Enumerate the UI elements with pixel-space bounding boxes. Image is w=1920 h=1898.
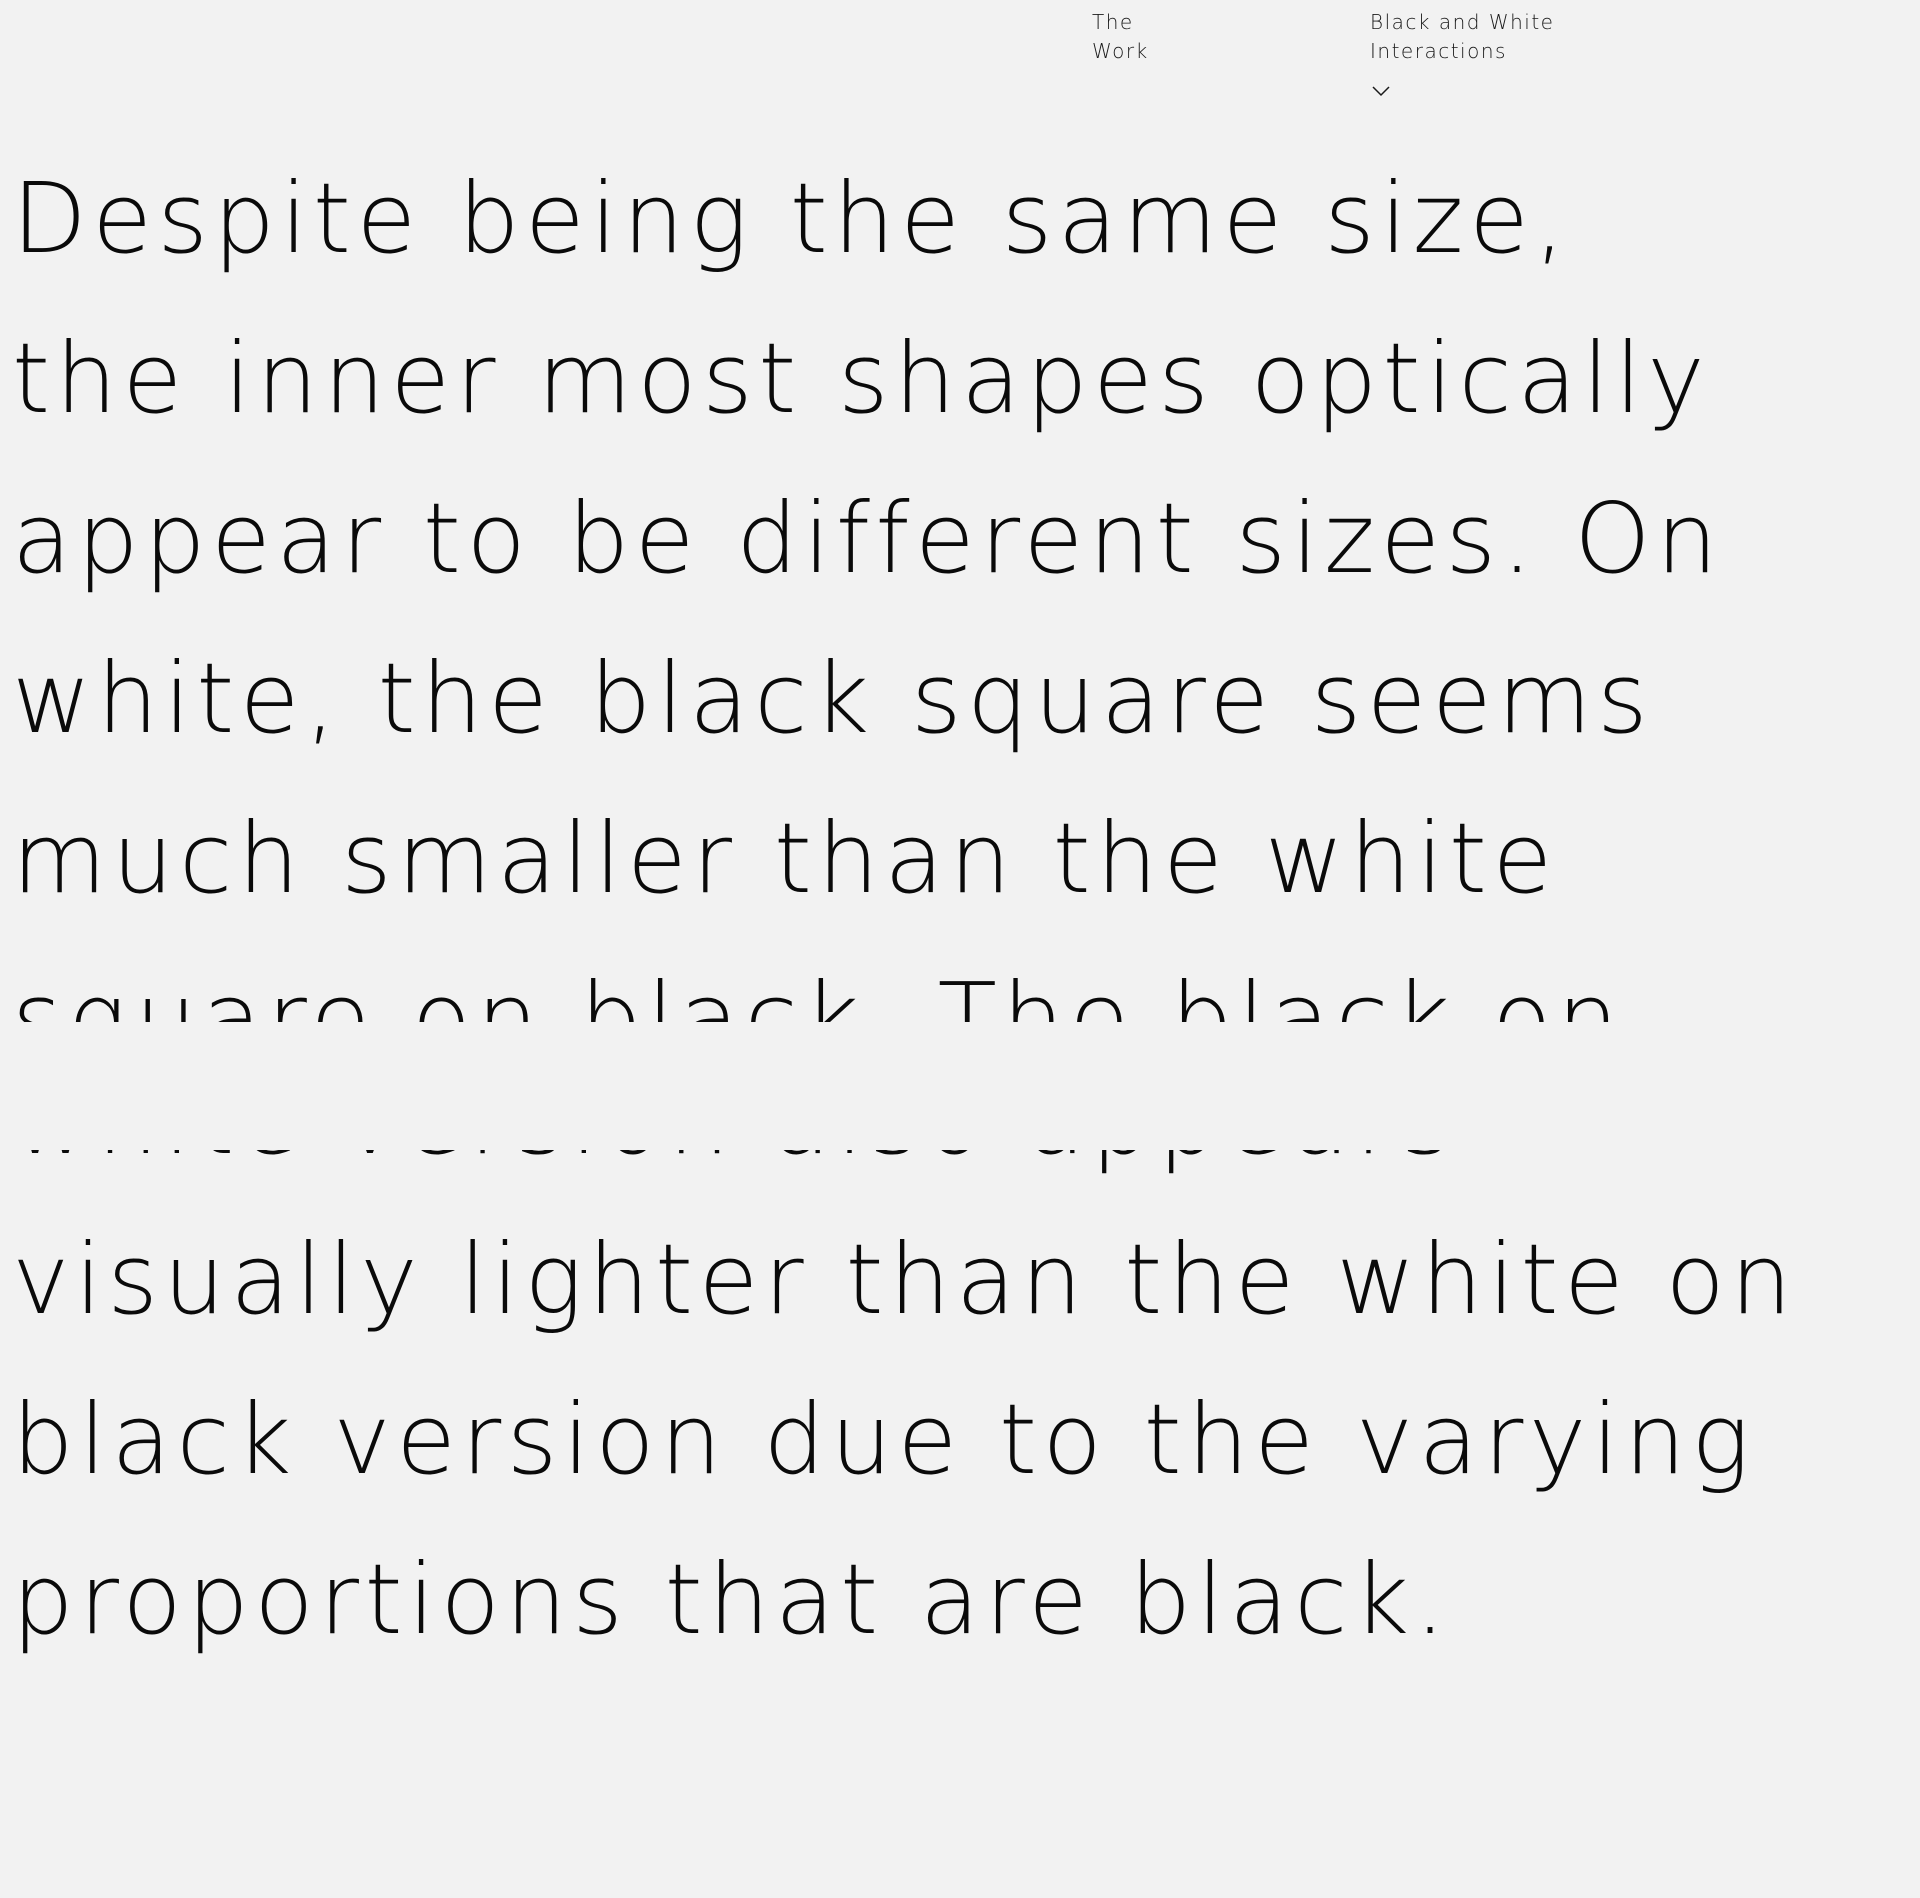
text-line: square on black. The black on <box>12 962 1624 1022</box>
text-line: visually lighter than the white on <box>12 1223 1798 1336</box>
nav-link-the-work[interactable]: The Work <box>1092 8 1149 66</box>
text-line: white version also appears <box>12 1150 1912 1200</box>
text-line: Despite being the same size, <box>12 162 1571 275</box>
nav-link-black-and-white-interactions[interactable]: Black and White Interactions <box>1370 8 1554 66</box>
text-line: white, the black square seems <box>12 642 1654 755</box>
text-line: appear to be different sizes. On <box>12 482 1724 595</box>
body-text-lower: white version also appears visually ligh… <box>12 1150 1912 1750</box>
nav-link-the-work-line-2: Work <box>1092 39 1149 63</box>
text-line: much smaller than the white <box>12 802 1558 915</box>
body-text-upper: Despite being the same size, the inner m… <box>12 142 1912 1022</box>
text-line: proportions that are black. <box>12 1543 1451 1656</box>
nav-link-section-line-2: Interactions <box>1370 39 1507 63</box>
text-line: the inner most shapes optically <box>12 322 1711 435</box>
text-line: black version due to the varying <box>12 1383 1755 1496</box>
nav-link-section-line-1: Black and White <box>1370 10 1555 34</box>
nav-link-the-work-line-1: The <box>1092 10 1134 34</box>
chevron-down-icon[interactable] <box>1370 84 1392 98</box>
